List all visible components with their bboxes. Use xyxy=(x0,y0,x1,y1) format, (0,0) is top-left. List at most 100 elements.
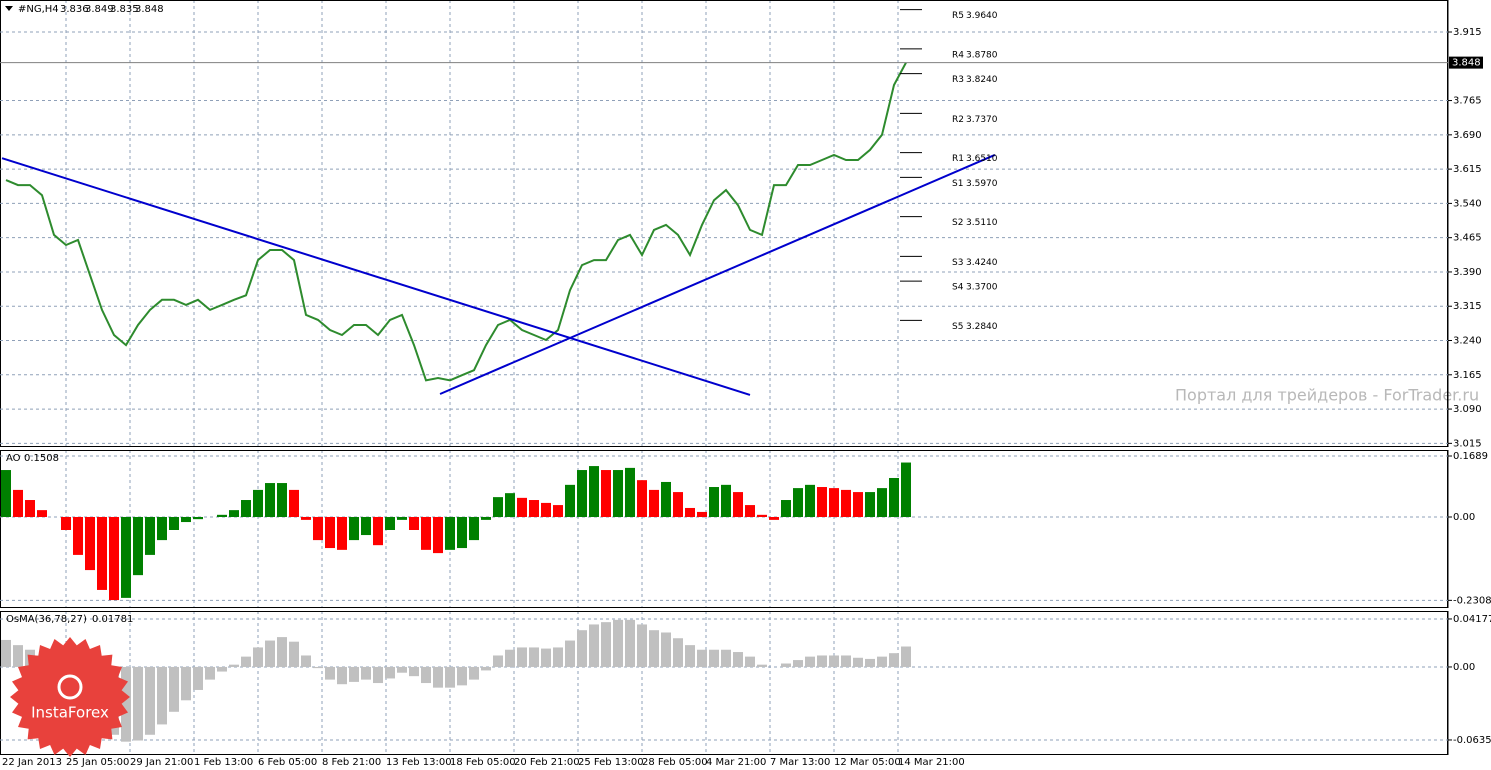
histogram-bar xyxy=(505,493,515,517)
histogram-bar xyxy=(793,488,803,517)
histogram-bar xyxy=(241,656,251,667)
histogram-bar xyxy=(613,470,623,517)
x-tick-label: 4 Mar 21:00 xyxy=(706,757,766,768)
histogram-bar xyxy=(397,516,407,520)
histogram-bar xyxy=(841,655,851,667)
pivot-value: 3.4240 xyxy=(966,258,998,268)
ohlc-value: 3.835 xyxy=(110,4,139,15)
x-tick-label: 22 Jan 2013 xyxy=(2,757,62,768)
histogram-bar xyxy=(61,516,71,530)
logo-text: InstaForex xyxy=(31,704,109,722)
histogram-bar xyxy=(337,516,347,550)
logo: InstaForex xyxy=(10,637,130,757)
histogram-bar xyxy=(301,516,311,520)
histogram-bar xyxy=(457,666,467,686)
histogram-bar xyxy=(721,649,731,667)
symbol: #NG,H4 xyxy=(18,4,59,15)
trend-line xyxy=(439,154,996,395)
histogram-bar xyxy=(541,502,551,517)
ohlc-value: 3.848 xyxy=(135,4,164,15)
pivot-value: 3.3700 xyxy=(966,283,998,293)
histogram-bar xyxy=(901,646,911,667)
histogram-bar xyxy=(217,666,227,672)
histogram-bar xyxy=(577,630,587,667)
histogram-bar xyxy=(745,505,755,517)
histogram-bar xyxy=(181,666,191,701)
price-line xyxy=(5,62,907,382)
histogram-bar xyxy=(409,666,419,677)
histogram-bar xyxy=(649,630,659,667)
histogram-bar xyxy=(877,656,887,667)
pivot-name: S5 xyxy=(952,322,963,332)
indicator-value: 0.01781 xyxy=(92,614,133,625)
histogram-bar xyxy=(445,666,455,688)
y-tick-label: 3.165 xyxy=(1453,370,1482,381)
histogram-bar xyxy=(481,516,491,520)
histogram-bar xyxy=(865,492,875,517)
x-tick-label: 29 Jan 21:00 xyxy=(130,757,193,768)
symbol-arrow xyxy=(5,6,13,11)
y-tick-label: 3.315 xyxy=(1453,301,1482,312)
histogram-bar xyxy=(301,655,311,667)
y-tick-label: -0.06352 xyxy=(1453,735,1491,746)
histogram-bar xyxy=(229,664,239,667)
pivot-name: R1 xyxy=(952,154,964,164)
histogram-bar xyxy=(601,470,611,517)
histogram-bar xyxy=(889,653,899,667)
histogram-bar xyxy=(25,500,35,517)
x-tick-label: 14 Mar 21:00 xyxy=(898,757,965,768)
pivot-name: R2 xyxy=(952,115,964,125)
histogram-bar xyxy=(73,516,83,555)
histogram-bar xyxy=(517,647,527,667)
histogram-bar xyxy=(889,477,899,517)
histogram-bar xyxy=(181,516,191,523)
histogram-bar xyxy=(109,516,119,601)
histogram-bar xyxy=(361,666,371,680)
histogram-bar xyxy=(709,487,719,517)
histogram-bar xyxy=(481,666,491,671)
histogram-bar xyxy=(457,516,467,549)
histogram-bar xyxy=(793,660,803,667)
histogram-bar xyxy=(169,666,179,712)
histogram-bar xyxy=(469,516,479,541)
pivot-value: 3.8780 xyxy=(966,50,998,60)
histogram-bar xyxy=(253,489,263,517)
histogram-bar xyxy=(205,666,215,680)
x-tick-label: 1 Feb 13:00 xyxy=(194,757,253,768)
histogram-bar xyxy=(217,514,227,517)
histogram-bar xyxy=(361,516,371,536)
pivot-value: 3.5970 xyxy=(966,179,998,189)
y-tick-label: 0.1689 xyxy=(1453,451,1488,462)
histogram-bar xyxy=(385,516,395,530)
histogram-bar xyxy=(601,622,611,667)
histogram-bar xyxy=(877,488,887,517)
y-tick-label: 3.765 xyxy=(1453,96,1482,107)
y-tick-label: 3.015 xyxy=(1453,438,1482,449)
x-tick-label: 18 Feb 05:00 xyxy=(450,757,516,768)
histogram-bar xyxy=(37,510,47,517)
ohlc-value: 3.849 xyxy=(85,4,114,15)
x-tick-label: 20 Feb 21:00 xyxy=(514,757,580,768)
histogram-bar xyxy=(469,666,479,680)
pivot-name: S4 xyxy=(952,283,964,293)
histogram-bar xyxy=(169,516,179,530)
histogram-bar xyxy=(853,492,863,517)
histogram-bar xyxy=(325,666,335,680)
indicator-name: AO xyxy=(6,453,21,464)
histogram-bar xyxy=(349,516,359,541)
histogram-bar xyxy=(1,470,11,517)
histogram-bar xyxy=(397,666,407,673)
histogram-bar xyxy=(133,666,143,741)
histogram-bar xyxy=(433,666,443,688)
histogram-bar xyxy=(265,640,275,667)
histogram-bar xyxy=(625,467,635,517)
histogram-bar xyxy=(865,658,875,667)
pivot-value: 3.8240 xyxy=(966,75,998,85)
y-tick-label: 0.00 xyxy=(1453,662,1475,673)
current-price-box xyxy=(1449,56,1483,69)
histogram-bar xyxy=(145,516,155,555)
histogram-bar xyxy=(553,647,563,667)
pivot-name: R4 xyxy=(952,50,964,60)
histogram-bar xyxy=(829,655,839,667)
